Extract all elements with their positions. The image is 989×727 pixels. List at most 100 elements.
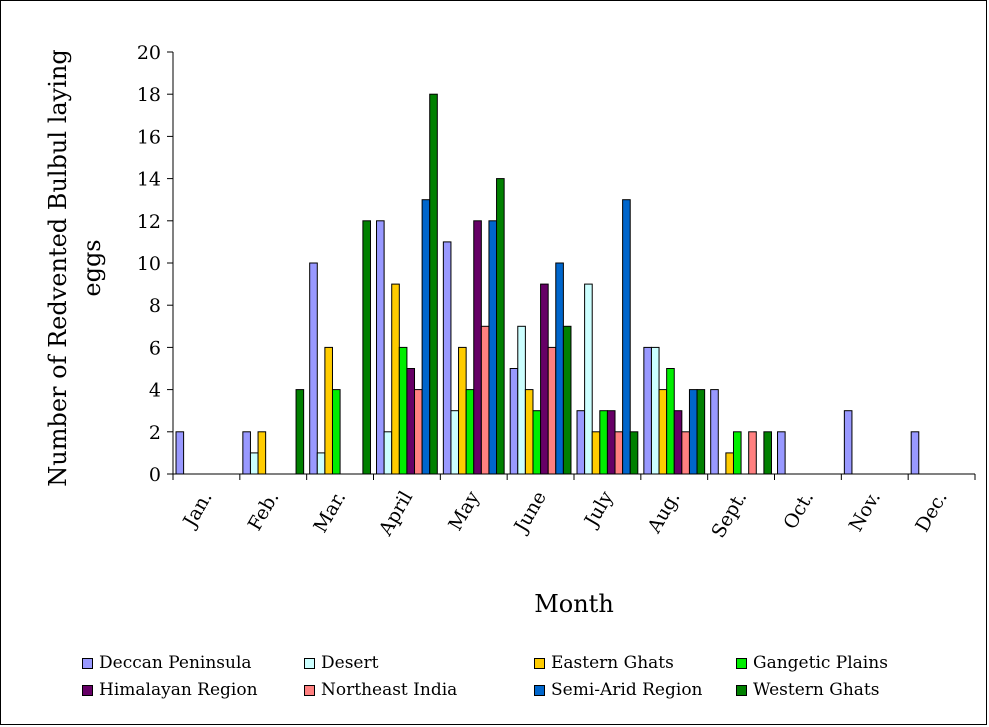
bar-gangetic-plains-april bbox=[398, 346, 408, 475]
x-tick-label: Sept. bbox=[707, 488, 751, 542]
bar-eastern-ghats-sept bbox=[725, 452, 734, 475]
x-tick-label: May bbox=[444, 487, 484, 534]
legend-label: Gangetic Plains bbox=[753, 653, 888, 673]
bar-deccan-peninsula-feb bbox=[242, 431, 251, 475]
legend-swatch bbox=[304, 684, 315, 696]
legend-label: Semi-Arid Region bbox=[551, 680, 703, 700]
legend-swatch bbox=[736, 657, 747, 669]
bar-deccan-peninsula-mar bbox=[309, 262, 318, 475]
y-axis-title: eggs bbox=[78, 239, 106, 296]
bar-gangetic-plains-july bbox=[599, 410, 608, 475]
bar-eastern-ghats-june bbox=[524, 389, 534, 475]
x-tick-label: Dec. bbox=[911, 488, 952, 536]
y-axis-title: Number of Redvented Bulbul laying bbox=[44, 49, 72, 486]
legend: Deccan Peninsula Desert Eastern Ghats Gange… bbox=[82, 652, 982, 722]
legend-item-northeast-india: Northeast India bbox=[304, 679, 457, 701]
legend-swatch bbox=[736, 684, 747, 696]
bar-northeast-india-sept bbox=[748, 431, 757, 475]
bar-himalayan-region-april bbox=[406, 368, 416, 475]
x-tick-label: June bbox=[509, 488, 551, 538]
bar-desert-aug bbox=[650, 346, 660, 475]
legend-swatch bbox=[534, 684, 545, 696]
bar-desert-mar bbox=[316, 452, 326, 475]
bar-western-ghats-sept bbox=[763, 431, 772, 475]
bar-northeast-india-july bbox=[614, 431, 624, 475]
legend-label: Western Ghats bbox=[753, 680, 880, 700]
bar-deccan-peninsula-jan bbox=[175, 431, 185, 475]
y-tick-label: 2 bbox=[149, 422, 161, 444]
bar-deccan-peninsula-oct bbox=[777, 431, 786, 475]
bar-himalayan-region-aug bbox=[673, 410, 683, 475]
bar-gangetic-plains-mar bbox=[331, 389, 341, 475]
x-tick-label: Feb. bbox=[244, 488, 284, 535]
legend-item-semi-arid-region: Semi-Arid Region bbox=[534, 679, 703, 701]
y-tick-label: 20 bbox=[137, 42, 161, 64]
y-tick-label: 6 bbox=[149, 337, 161, 359]
bar-desert-may bbox=[450, 410, 460, 475]
bar-western-ghats-july bbox=[629, 431, 639, 475]
bar-semi-arid-region-aug bbox=[688, 389, 698, 475]
bar-eastern-ghats-april bbox=[391, 283, 400, 475]
bar-desert-july bbox=[584, 283, 593, 475]
legend-label: Eastern Ghats bbox=[551, 653, 674, 673]
y-tick-label: 8 bbox=[149, 295, 161, 317]
bar-northeast-india-aug bbox=[681, 431, 690, 475]
y-tick-label: 14 bbox=[137, 169, 161, 191]
bar-western-ghats-june bbox=[562, 325, 572, 475]
x-tick-label: Aug. bbox=[643, 488, 685, 538]
x-tick-label: April bbox=[374, 488, 417, 541]
bar-northeast-india-june bbox=[547, 346, 557, 475]
y-tick-label: 10 bbox=[137, 253, 161, 275]
bar-deccan-peninsula-dec bbox=[910, 431, 920, 475]
bar-western-ghats-mar bbox=[362, 220, 371, 475]
bar-northeast-india-april bbox=[414, 389, 423, 475]
y-tick-label: 4 bbox=[149, 380, 161, 402]
bar-gangetic-plains-aug bbox=[666, 368, 675, 475]
x-tick-label: July bbox=[579, 487, 618, 532]
bar-himalayan-region-june bbox=[540, 283, 549, 475]
bar-semi-arid-region-april bbox=[421, 199, 431, 475]
legend-item-western-ghats: Western Ghats bbox=[736, 679, 879, 701]
legend-label: Himalayan Region bbox=[99, 680, 258, 700]
bar-gangetic-plains-may bbox=[465, 389, 475, 475]
x-tick-label: Oct. bbox=[779, 488, 818, 534]
legend-item-deccan-peninsula: Deccan Peninsula bbox=[82, 652, 252, 674]
bar-deccan-peninsula-nov bbox=[843, 410, 853, 475]
bar-eastern-ghats-feb bbox=[257, 431, 267, 475]
legend-item-himalayan-region: Himalayan Region bbox=[82, 679, 258, 701]
y-tick-label: 16 bbox=[137, 126, 161, 148]
bar-deccan-peninsula-sept bbox=[710, 389, 719, 475]
bar-eastern-ghats-july bbox=[591, 431, 601, 475]
legend-swatch bbox=[82, 684, 93, 696]
bar-eastern-ghats-may bbox=[458, 346, 467, 475]
legend-label: Northeast India bbox=[321, 680, 458, 700]
bar-gangetic-plains-sept bbox=[732, 431, 742, 475]
bar-eastern-ghats-mar bbox=[324, 346, 333, 475]
legend-label: Deccan Peninsula bbox=[99, 653, 252, 673]
legend-item-eastern-ghats: Eastern Ghats bbox=[534, 652, 674, 674]
x-tick-label: Jan. bbox=[178, 488, 217, 533]
bar-gangetic-plains-june bbox=[532, 410, 542, 475]
bar-semi-arid-region-july bbox=[622, 199, 631, 475]
legend-item-desert: Desert bbox=[304, 652, 378, 674]
bar-western-ghats-april bbox=[429, 93, 438, 475]
bar-northeast-india-may bbox=[480, 325, 490, 475]
bar-deccan-peninsula-july bbox=[576, 410, 586, 475]
bar-desert-june bbox=[517, 325, 526, 475]
y-tick-label: 18 bbox=[137, 84, 161, 106]
bar-himalayan-region-may bbox=[473, 220, 482, 475]
bar-eastern-ghats-aug bbox=[658, 389, 668, 475]
legend-item-gangetic-plains: Gangetic Plains bbox=[736, 652, 888, 674]
y-tick-label: 12 bbox=[137, 211, 161, 233]
x-axis-title: Month bbox=[534, 590, 614, 618]
x-tick-label: Nov. bbox=[845, 488, 885, 536]
bar-desert-feb bbox=[249, 452, 259, 475]
bar-deccan-peninsula-april bbox=[376, 220, 385, 475]
bar-western-ghats-feb bbox=[295, 389, 305, 475]
bar-deccan-peninsula-june bbox=[509, 368, 519, 475]
bar-western-ghats-may bbox=[496, 178, 505, 475]
legend-swatch bbox=[82, 657, 93, 669]
bar-deccan-peninsula-aug bbox=[643, 346, 652, 475]
legend-swatch bbox=[304, 657, 315, 669]
